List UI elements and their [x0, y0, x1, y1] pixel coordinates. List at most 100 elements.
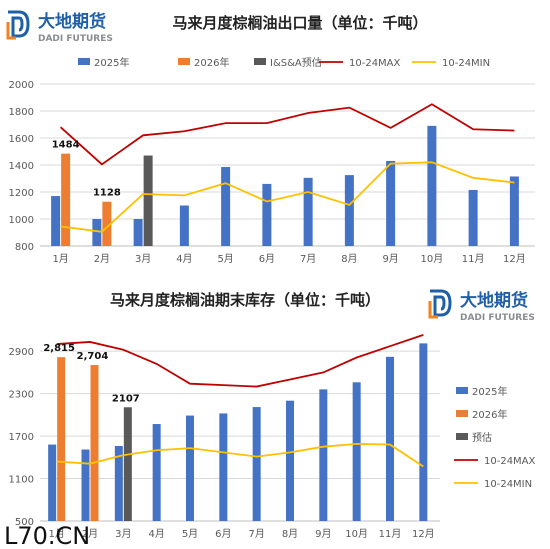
- x-tick-label: 5月: [182, 528, 198, 540]
- x-tick-label: 4月: [148, 528, 164, 540]
- bar-1-1: [102, 201, 112, 246]
- y-tick-label: 1800: [9, 107, 34, 118]
- brand-name-en: DADI FUTURES: [38, 34, 113, 44]
- legend-swatch: [456, 387, 468, 394]
- chart1-title: 马来月度棕榈油出口量（单位：千吨）: [172, 14, 427, 32]
- chart1-x-axis: 1月 2月 3月 4月 5月 6月 7月 8月 9月 10月 11月 12月: [52, 253, 525, 265]
- chart2-bars: [48, 343, 428, 521]
- legend-label: 10-24MIN: [442, 58, 490, 69]
- legend-swatch: [456, 433, 468, 440]
- legend-label: 2026年: [472, 408, 507, 421]
- x-tick-label: 11月: [462, 253, 485, 265]
- legend-swatch: [178, 58, 190, 65]
- bar-0-4: [186, 415, 194, 521]
- bar-0-0: [51, 196, 61, 246]
- chart1-legend: 2025年 2026年 I&S&A预估 10-24MAX 10-24MIN: [78, 56, 490, 69]
- bar-0-2: [114, 445, 123, 521]
- bar-0-8: [386, 160, 396, 246]
- x-tick-label: 1月: [52, 253, 68, 265]
- data-label: 2,815: [43, 343, 75, 354]
- x-tick-label: 8月: [282, 528, 298, 540]
- brand-logo-bottom: 大地期货 DADI FUTURES: [428, 289, 535, 323]
- x-tick-label: 6月: [215, 528, 231, 540]
- chart2-gridlines: [40, 350, 440, 522]
- y-tick-label: 2000: [9, 80, 34, 91]
- x-tick-label: 2月: [94, 253, 110, 265]
- legend-label: I&S&A预估: [270, 56, 322, 69]
- brand-name-cn: 大地期货: [460, 290, 528, 311]
- bar-0-7: [286, 400, 294, 521]
- brand-name-en: DADI FUTURES: [460, 313, 535, 323]
- x-tick-label: 4月: [176, 253, 192, 265]
- series-line-3: [60, 103, 515, 166]
- data-label: 2107: [112, 393, 140, 404]
- x-tick-label: 8月: [341, 253, 357, 265]
- chart1-data-labels: 1484 1128: [52, 140, 121, 199]
- y-tick-label: 1400: [9, 161, 34, 172]
- x-tick-label: 7月: [248, 528, 264, 540]
- y-tick-label: 2300: [9, 390, 34, 401]
- bar-1-0: [57, 357, 66, 521]
- x-tick-label: 10月: [345, 528, 368, 540]
- data-label: 1128: [93, 188, 121, 199]
- data-label: 1484: [52, 140, 80, 151]
- y-tick-label: 500: [15, 517, 34, 528]
- bar-0-3: [179, 205, 189, 246]
- legend-swatch: [456, 410, 468, 417]
- y-tick-label: 1700: [9, 432, 34, 443]
- x-tick-label: 3月: [115, 528, 131, 540]
- bar-1-0: [61, 153, 71, 246]
- bar-0-11: [509, 176, 519, 246]
- bar-0-10: [386, 356, 394, 521]
- x-tick-label: 7月: [300, 253, 316, 265]
- legend-label: 预估: [472, 431, 492, 444]
- y-tick-label: 1200: [9, 188, 34, 199]
- x-tick-label: 12月: [503, 253, 526, 265]
- x-tick-label: 6月: [259, 253, 275, 265]
- bar-0-1: [92, 219, 102, 246]
- bar-0-3: [152, 424, 161, 521]
- bar-0-7: [344, 175, 354, 246]
- watermark-text: L70.CN: [4, 522, 90, 549]
- legend-label: 2026年: [194, 56, 229, 69]
- chart1-y-axis: 800 1000 1200 1400 1600 1800 2000: [9, 80, 34, 253]
- chart2-x-axis: 1月 2月 3月 4月 5月 6月 7月 8月 9月 10月 11月 12月: [48, 528, 434, 540]
- bar-0-9: [427, 125, 437, 246]
- bar-2-2: [143, 155, 153, 246]
- y-tick-label: 1600: [9, 134, 34, 145]
- x-tick-label: 11月: [379, 528, 402, 540]
- x-tick-label: 9月: [382, 253, 398, 265]
- bar-0-6: [303, 177, 313, 246]
- x-tick-label: 2月: [82, 528, 98, 540]
- legend-label: 10-24MAX: [349, 58, 401, 69]
- bar-0-2: [133, 219, 143, 246]
- chart2-title: 马来月度棕榈油期末库存（单位：千吨）: [110, 291, 380, 309]
- bar-0-4: [221, 167, 231, 246]
- legend-label: 10-24MIN: [484, 479, 532, 490]
- bar-0-9: [352, 382, 361, 521]
- bar-0-10: [468, 189, 478, 246]
- x-tick-label: 10月: [421, 253, 444, 265]
- chart2-lines: [56, 334, 424, 468]
- chart1-lines: [60, 103, 515, 233]
- bar-2-2: [123, 407, 132, 521]
- x-tick-label: 3月: [135, 253, 151, 265]
- logo-mark-icon: [6, 10, 32, 40]
- series-line-4: [60, 161, 515, 233]
- x-tick-label: 5月: [217, 253, 233, 265]
- logo-mark-icon: [428, 289, 454, 319]
- x-tick-label: 12月: [412, 528, 435, 540]
- bar-0-6: [252, 407, 261, 521]
- brand-name-cn: 大地期货: [38, 11, 106, 32]
- y-tick-label: 2900: [9, 347, 34, 358]
- x-tick-label: 9月: [315, 528, 331, 540]
- brand-logo-top: 大地期货 DADI FUTURES: [6, 10, 113, 44]
- series-line-3: [56, 334, 424, 388]
- y-tick-label: 1000: [9, 215, 34, 226]
- bar-0-8: [319, 389, 328, 521]
- data-label: 2,704: [77, 351, 109, 362]
- chart1-gridlines: [40, 83, 535, 247]
- y-tick-label: 1100: [9, 475, 34, 486]
